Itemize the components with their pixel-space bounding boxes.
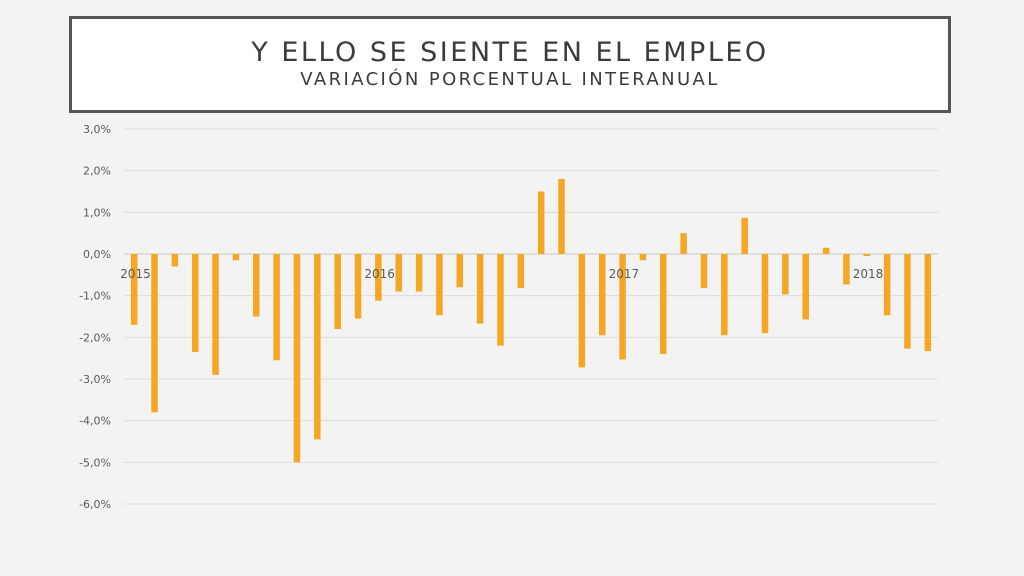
bar [395,254,402,292]
bar [883,254,891,316]
bar [761,254,769,334]
bar [802,254,809,320]
y-tick-label: 0,0% [83,248,111,261]
bar [456,254,464,288]
bar [273,254,280,361]
x-tick-label: 2016 [364,267,395,281]
y-tick-label: 3,0% [83,123,111,136]
grid-lines [124,128,938,505]
bar [619,254,626,360]
x-tick-label: 2018 [853,267,884,281]
bar [171,254,179,267]
y-tick-label: -2,0% [79,331,111,344]
bar [415,254,423,292]
bar [843,254,850,285]
bar [253,254,260,317]
bar [924,254,932,352]
bar [680,233,687,254]
title-box: Y ELLO SE SIENTE EN EL EMPLEO VARIACIÓN … [69,16,951,113]
bar [191,254,199,352]
y-tick-label: -1,0% [79,290,111,303]
bar [741,217,748,254]
bar [660,254,667,354]
bar [598,254,606,336]
bar [721,254,728,336]
bar [436,254,443,316]
bar [354,254,362,319]
y-tick-label: -6,0% [79,498,111,511]
y-tick-label: -3,0% [79,373,111,386]
bar [130,254,138,325]
x-axis-labels: 2015 2016 2017 2018 [120,267,883,281]
bar [558,179,565,254]
y-axis-ticks: 3,0% 2,0% 1,0% 0,0% -1,0% -2,0% -3,0% -4,0% -5,0… [79,123,111,511]
x-tick-label: 2015 [120,267,151,281]
bar [578,254,586,368]
bar [375,254,382,301]
bar [537,191,545,254]
bar [212,254,219,375]
bar [782,254,789,295]
bar [639,254,647,261]
bar [334,254,341,329]
y-tick-label: 2,0% [83,165,111,178]
bar [497,254,504,346]
bar-series [130,179,932,463]
bar [232,254,240,261]
bar [517,254,525,289]
chart-subtitle: VARIACIÓN PORCENTUAL INTERANUAL [300,69,720,90]
bar [476,254,484,324]
bar [151,254,158,413]
x-tick-label: 2017 [609,267,640,281]
bar [700,254,708,289]
y-tick-label: -5,0% [79,456,111,469]
bar [293,254,301,463]
bar [904,254,911,349]
chart-title: Y ELLO SE SIENTE EN EL EMPLEO [251,37,769,68]
y-tick-label: 1,0% [83,206,111,219]
bar [314,254,321,440]
bar [822,247,830,254]
y-tick-label: -4,0% [79,415,111,428]
bar [863,254,871,257]
